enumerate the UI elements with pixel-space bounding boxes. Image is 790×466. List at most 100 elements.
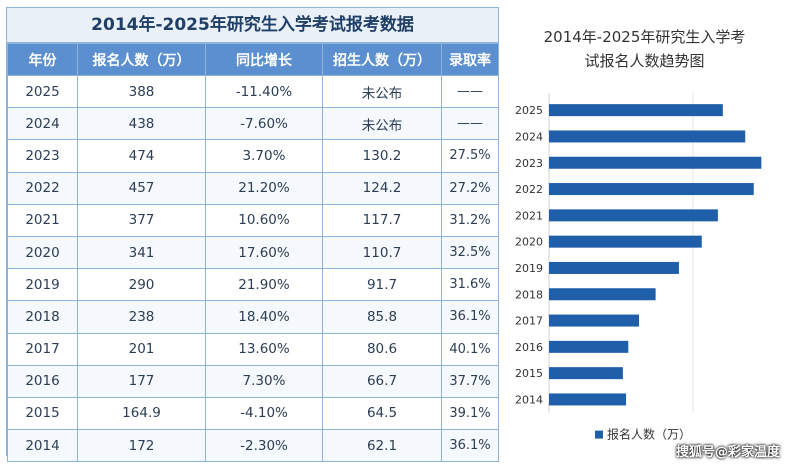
bar [549, 314, 640, 327]
bar [549, 104, 723, 117]
cell-admission-rate: 37.7% [441, 364, 499, 398]
y-tick-label: 2020 [515, 236, 543, 249]
table-row: 2023 474 3.70% 130.2 27.5% [7, 139, 499, 173]
y-tick-label: 2024 [515, 130, 543, 143]
cell-year: 2024 [7, 107, 78, 141]
bar [549, 209, 718, 222]
cell-enrollment: 未公布 [322, 74, 442, 109]
y-tick-label: 2019 [515, 262, 543, 275]
cell-applicants: 377 [77, 203, 206, 237]
legend-swatch [595, 430, 603, 439]
header-enrollment: 招生人数（万） [322, 43, 442, 76]
bar [549, 261, 679, 274]
cell-enrollment: 124.2 [322, 171, 442, 205]
cell-growth: 7.30% [205, 364, 323, 398]
cell-growth: -4.10% [205, 396, 323, 431]
cell-enrollment: 130.2 [322, 139, 442, 173]
y-tick-label: 2021 [515, 209, 543, 222]
cell-year: 2021 [7, 203, 78, 237]
y-tick-label: 2015 [515, 367, 543, 380]
header-year: 年份 [7, 43, 78, 76]
cell-applicants: 177 [77, 364, 206, 398]
data-table: 年份 报名人数（万） 同比增长 招生人数（万） 录取率 2025 388 -11.4… [7, 43, 499, 463]
chart-title-line1: 2014年-2025年研究生入学考 [543, 28, 746, 46]
cell-growth: -11.40% [205, 74, 323, 109]
table-row: 2016 177 7.30% 66.7 37.7% [7, 364, 499, 398]
cell-admission-rate: —— [441, 74, 499, 109]
cell-admission-rate: —— [441, 107, 499, 141]
cell-admission-rate: 39.1% [441, 396, 499, 431]
bar-chart: 2025 2024 2023 2022 2021 2020 2019 2018 2017 2016… [515, 93, 762, 442]
cell-growth: 21.20% [205, 171, 323, 205]
table-header-row: 年份 报名人数（万） 同比增长 招生人数（万） 录取率 [7, 43, 499, 76]
header-applicants: 报名人数（万） [77, 43, 206, 76]
bar [549, 183, 754, 196]
table-row: 2017 201 13.60% 80.6 40.1% [7, 332, 499, 366]
chart-title-line2: 试报名人数趋势图 [584, 52, 705, 70]
y-tick-label: 2018 [515, 288, 543, 301]
bar [549, 288, 656, 301]
y-tick-label: 2025 [515, 104, 543, 117]
cell-growth: 3.70% [205, 139, 323, 173]
cell-admission-rate: 32.5% [441, 235, 499, 270]
bar [549, 130, 746, 143]
cell-enrollment: 66.7 [322, 364, 442, 398]
data-table-panel: 2014年-2025年研究生入学考试报考数据 年份 报名人数（万） 同比增长 招… [6, 7, 499, 463]
cell-year: 2014 [7, 429, 78, 463]
cell-growth: 18.40% [205, 300, 323, 334]
y-tick-label: 2023 [515, 157, 543, 170]
bar [549, 340, 629, 353]
cell-year: 2018 [7, 300, 78, 334]
watermark: 搜狐号@彩家温度 [675, 445, 780, 460]
cell-year: 2016 [7, 364, 78, 398]
cell-applicants: 457 [77, 171, 206, 205]
cell-year: 2015 [7, 396, 78, 431]
cell-admission-rate: 27.2% [441, 171, 499, 205]
legend-label: 报名人数（万） [607, 427, 691, 442]
table-row: 2021 377 10.60% 117.7 31.2% [7, 203, 499, 237]
cell-enrollment: 未公布 [322, 107, 442, 141]
cell-applicants: 388 [77, 74, 206, 109]
cell-applicants: 474 [77, 139, 206, 173]
cell-growth: -7.60% [205, 107, 323, 141]
table-row: 2025 388 -11.40% 未公布 —— [7, 74, 499, 109]
cell-admission-rate: 27.5% [441, 139, 499, 173]
cell-year: 2019 [7, 268, 78, 302]
cell-admission-rate: 31.2% [441, 203, 499, 237]
cell-enrollment: 91.7 [322, 268, 442, 302]
table-row: 2015 164.9 -4.10% 64.5 39.1% [7, 396, 499, 431]
cell-growth: 10.60% [205, 203, 323, 237]
y-tick-label: 2014 [515, 393, 543, 406]
table-row: 2024 438 -7.60% 未公布 —— [7, 107, 499, 141]
header-growth: 同比增长 [205, 43, 323, 76]
table-row: 2018 238 18.40% 85.8 36.1% [7, 300, 499, 334]
cell-year: 2022 [7, 171, 78, 205]
cell-admission-rate: 40.1% [441, 332, 499, 366]
table-row: 2020 341 17.60% 110.7 32.5% [7, 235, 499, 270]
cell-year: 2023 [7, 139, 78, 173]
y-tick-label: 2017 [515, 315, 543, 328]
cell-enrollment: 110.7 [322, 235, 442, 270]
cell-growth: 17.60% [205, 235, 323, 270]
cell-applicants: 290 [77, 268, 206, 302]
y-tick-label: 2016 [515, 341, 543, 354]
cell-admission-rate: 36.1% [441, 300, 499, 334]
table-row: 2022 457 21.20% 124.2 27.2% [7, 171, 499, 205]
y-tick-label: 2022 [515, 183, 543, 196]
cell-applicants: 438 [77, 107, 206, 141]
chart-panel: 2014年-2025年研究生入学考 试报名人数趋势图 2025 2024 2023 2… [503, 7, 786, 459]
cell-year: 2025 [7, 74, 78, 109]
cell-growth: 13.60% [205, 332, 323, 366]
cell-growth: -2.30% [205, 429, 323, 463]
cell-enrollment: 62.1 [322, 429, 442, 463]
bar [549, 367, 623, 380]
bar [549, 156, 762, 169]
cell-applicants: 341 [77, 235, 206, 270]
cell-year: 2017 [7, 332, 78, 366]
chart-title: 2014年-2025年研究生入学考 试报名人数趋势图 [503, 25, 786, 73]
cell-applicants: 201 [77, 332, 206, 366]
cell-admission-rate: 36.1% [441, 429, 499, 463]
cell-applicants: 172 [77, 429, 206, 463]
table-row: 2019 290 21.90% 91.7 31.6% [7, 268, 499, 302]
cell-enrollment: 117.7 [322, 203, 442, 237]
